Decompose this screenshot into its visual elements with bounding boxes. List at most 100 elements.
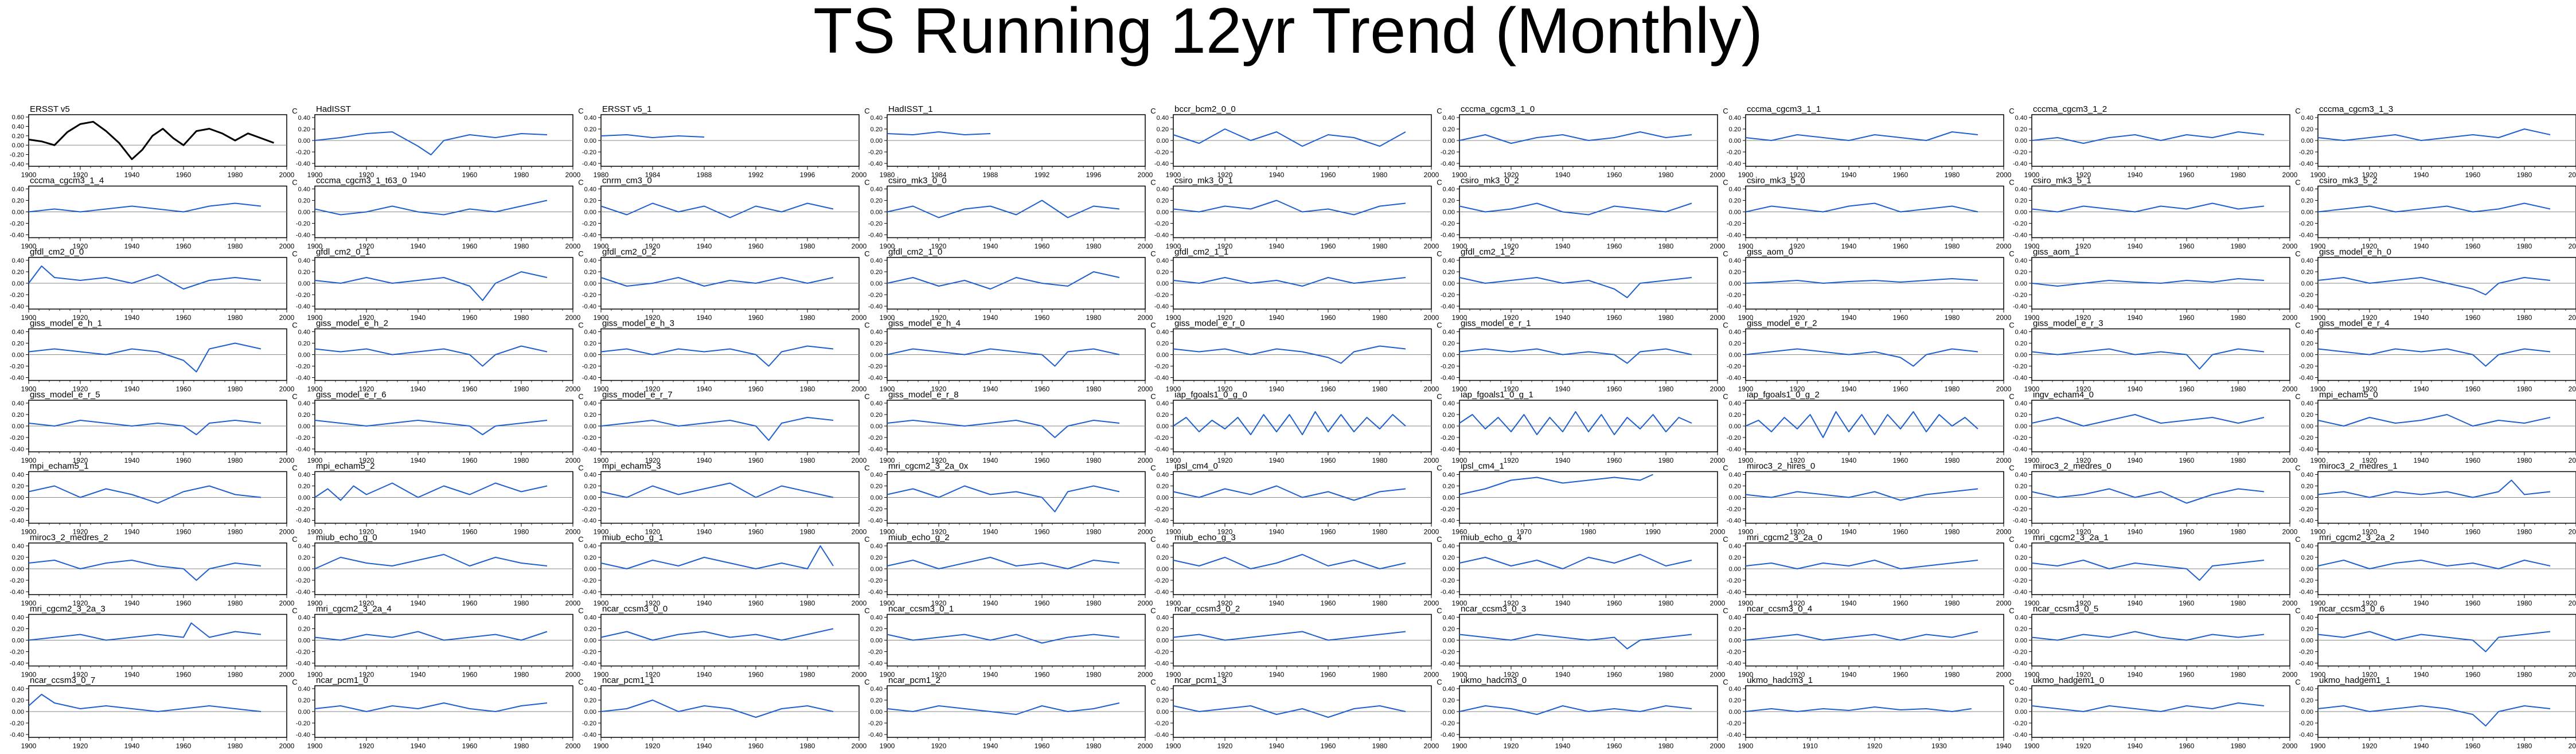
chart-panel: giss_model_e_h_3 C 0.40 0.20 0.00 -0.20 -0.40 1… bbox=[582, 319, 870, 393]
panel-title: giss_model_e_h_3 bbox=[602, 319, 674, 329]
x-tick-label: 1900 bbox=[1738, 314, 1754, 322]
series-line bbox=[2031, 202, 2265, 213]
y-tick-label: 0.20 bbox=[1729, 697, 1741, 704]
unit-label: C bbox=[292, 178, 297, 187]
x-tick-label: 1980 bbox=[1945, 243, 1960, 251]
x-tick-label: 1940 bbox=[411, 314, 426, 322]
y-tick-label: 0.40 bbox=[298, 472, 310, 479]
x-tick-label: 1980 bbox=[880, 171, 895, 179]
y-tick-label: 0.40 bbox=[2015, 186, 2027, 193]
x-tick-label: 2000 bbox=[279, 243, 295, 251]
x-tick-label: 1960 bbox=[1321, 671, 1336, 679]
y-tick-label: -0.20 bbox=[2013, 221, 2027, 228]
unit-label: C bbox=[2009, 107, 2014, 115]
x-tick-label: 1920 bbox=[1790, 171, 1805, 179]
y-tick-label: 0.20 bbox=[12, 269, 24, 276]
x-tick-label: 1980 bbox=[1372, 671, 1388, 679]
y-tick-label: 0.20 bbox=[12, 133, 24, 140]
x-tick-label: 1920 bbox=[73, 456, 88, 464]
y-tick-label: 0.00 bbox=[1729, 209, 1741, 216]
x-tick-label: 2000 bbox=[1138, 243, 1153, 251]
y-tick-label: 0.00 bbox=[12, 709, 24, 716]
series-line bbox=[1745, 131, 1978, 141]
x-tick-label: 1900 bbox=[2024, 456, 2040, 464]
x-tick-label: 2000 bbox=[2569, 599, 2576, 607]
y-tick-label: -0.20 bbox=[582, 149, 596, 156]
y-tick-label: 0.40 bbox=[12, 400, 24, 407]
series-line bbox=[600, 417, 834, 441]
unit-label: C bbox=[2295, 321, 2300, 330]
x-tick-label: 1900 bbox=[21, 671, 37, 679]
y-tick-label: 0.40 bbox=[1729, 686, 1741, 693]
x-tick-label: 1960 bbox=[1893, 599, 1908, 607]
x-tick-label: 1920 bbox=[1790, 314, 1805, 322]
x-tick-label: 1980 bbox=[228, 314, 243, 322]
y-tick-label: 0.00 bbox=[12, 423, 24, 430]
y-tick-label: 0.40 bbox=[12, 186, 24, 193]
y-tick-label: 0.20 bbox=[871, 126, 883, 133]
x-tick-label: 1920 bbox=[359, 456, 374, 464]
x-tick-label: 1980 bbox=[800, 742, 815, 750]
unit-label: C bbox=[292, 535, 297, 544]
chart-panel: ncar_pcm1_0 C 0.40 0.20 0.00 -0.20 -0.40 1900 19… bbox=[296, 675, 584, 750]
y-tick-label: -0.40 bbox=[2013, 661, 2027, 667]
x-tick-label: 1900 bbox=[880, 314, 895, 322]
y-tick-label: -0.40 bbox=[10, 161, 24, 168]
y-tick-label: -0.20 bbox=[1441, 364, 1455, 370]
y-tick-label: 0.40 bbox=[2015, 615, 2027, 622]
y-tick-label: -0.40 bbox=[582, 303, 596, 310]
x-tick-label: 1980 bbox=[1945, 599, 1960, 607]
y-tick-label: -0.20 bbox=[582, 649, 596, 656]
x-tick-label: 1920 bbox=[1504, 171, 1519, 179]
panel-title: giss_model_e_r_1 bbox=[1461, 319, 1531, 329]
x-tick-label: 2000 bbox=[279, 314, 295, 322]
series-line bbox=[2031, 560, 2265, 581]
x-tick-label: 1900 bbox=[594, 243, 609, 251]
unit-label: C bbox=[578, 607, 583, 615]
panel-title: miroc3_2_medres_2 bbox=[30, 533, 108, 542]
chart-panel: giss_model_e_r_5 C 0.40 0.20 0.00 -0.20 -0.40 1… bbox=[10, 390, 298, 464]
y-tick-label: 0.20 bbox=[1443, 626, 1455, 633]
y-tick-label: 0.40 bbox=[871, 115, 883, 122]
panel-title: gfdl_cm2_1_0 bbox=[888, 247, 942, 257]
x-tick-label: 1960 bbox=[1321, 314, 1336, 322]
x-tick-label: 1960 bbox=[1035, 385, 1050, 393]
y-tick-label: 0.00 bbox=[584, 495, 596, 502]
chart-panel: ncar_ccsm3_0_5 C 0.40 0.20 0.00 -0.20 -0.40 190… bbox=[2013, 604, 2301, 679]
chart-panel: HadISST C 0.40 0.20 0.00 -0.20 -0.40 1900 1920 19… bbox=[296, 104, 584, 179]
series-line bbox=[2031, 278, 2265, 287]
chart-panel: csiro_mk3_5_1 C 0.40 0.20 0.00 -0.20 -0.40 1900… bbox=[2013, 176, 2301, 251]
x-tick-label: 1940 bbox=[1841, 456, 1857, 464]
x-tick-label: 1940 bbox=[2128, 385, 2143, 393]
x-tick-label: 1960 bbox=[2465, 385, 2481, 393]
chart-panel: HadISST_1 C 0.40 0.20 0.00 -0.20 -0.40 1980 1984… bbox=[868, 104, 1156, 179]
x-tick-label: 1996 bbox=[800, 171, 815, 179]
x-tick-label: 1920 bbox=[1217, 599, 1233, 607]
series-line bbox=[1173, 200, 1406, 216]
y-tick-label: -0.20 bbox=[868, 364, 883, 370]
series-line bbox=[887, 348, 1120, 367]
unit-label: C bbox=[292, 464, 297, 472]
y-tick-label: 0.20 bbox=[2015, 697, 2027, 704]
series-line bbox=[1459, 474, 1653, 495]
y-tick-label: 0.00 bbox=[298, 138, 310, 144]
x-tick-label: 1960 bbox=[748, 599, 764, 607]
series-line bbox=[887, 271, 1120, 290]
series-line bbox=[1459, 554, 1692, 569]
y-tick-label: -0.20 bbox=[1727, 435, 1741, 442]
series-line bbox=[2317, 631, 2551, 653]
y-tick-label: -0.40 bbox=[2013, 303, 2027, 310]
x-tick-label: 2000 bbox=[2569, 456, 2576, 464]
x-tick-label: 1900 bbox=[1738, 243, 1754, 251]
x-tick-label: 1920 bbox=[2076, 385, 2091, 393]
x-tick-label: 2000 bbox=[1710, 528, 1726, 536]
y-tick-label: -0.40 bbox=[296, 375, 310, 382]
y-tick-label: 0.40 bbox=[584, 115, 596, 122]
x-tick-label: 1920 bbox=[1504, 456, 1519, 464]
panel-title: giss_model_e_r_3 bbox=[2033, 319, 2103, 329]
page-title: TS Running 12yr Trend (Monthly) bbox=[813, 0, 1763, 67]
y-tick-label: 0.40 bbox=[871, 543, 883, 550]
y-tick-label: 0.40 bbox=[871, 472, 883, 479]
y-tick-label: -0.20 bbox=[2013, 435, 2027, 442]
unit-label: C bbox=[2009, 321, 2014, 330]
